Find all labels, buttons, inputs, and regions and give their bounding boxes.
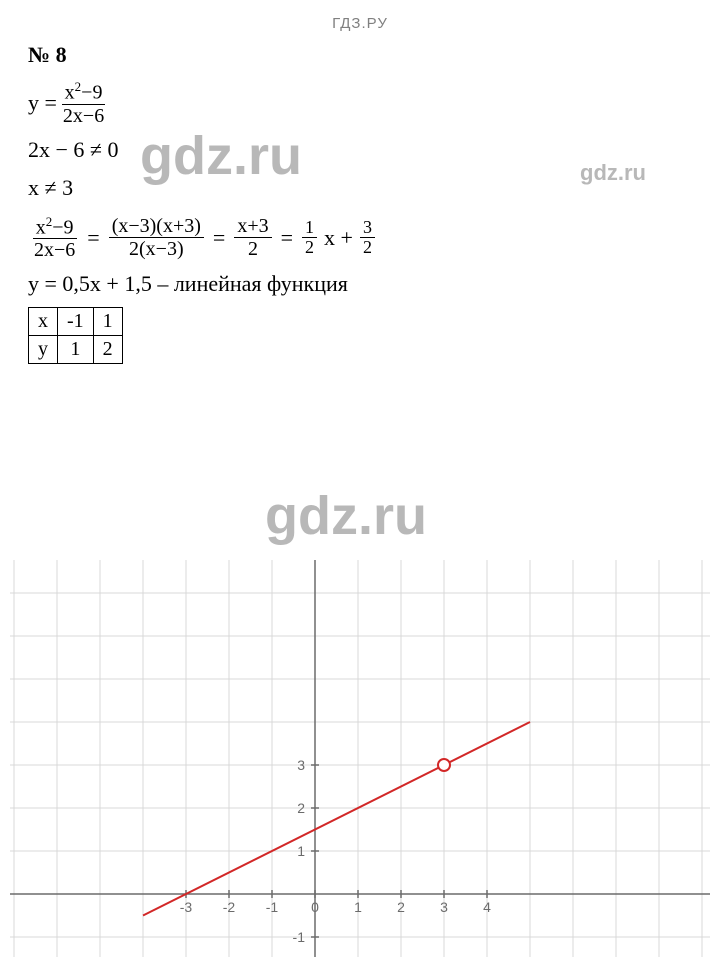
problem-number: № 8: [28, 42, 700, 68]
td-y2: 2: [93, 336, 122, 364]
eq4-f4b-num: 3: [360, 218, 375, 239]
eq4-f1-num-x: x: [36, 216, 46, 238]
svg-text:3: 3: [440, 899, 448, 915]
svg-text:4: 4: [483, 899, 491, 915]
table-row-x: x -1 1: [29, 308, 123, 336]
eq4-f4b: 3 2: [360, 218, 375, 259]
td-x1: -1: [58, 308, 94, 336]
eq4-f4b-den: 2: [360, 238, 375, 258]
solution-body: № 8 y = x2−9 2x−6 2x − 6 ≠ 0 x ≠ 3 x2−9 …: [0, 42, 720, 364]
th-y: y: [29, 336, 58, 364]
svg-text:1: 1: [354, 899, 362, 915]
equation-2: 2x − 6 ≠ 0: [28, 137, 700, 163]
equation-1: y = x2−9 2x−6: [28, 80, 700, 127]
eq4-f4a-den: 2: [302, 238, 317, 258]
eq1-den: 2x−6: [60, 105, 107, 127]
equation-4: x2−9 2x−6 = (x−3)(x+3) 2(x−3) = x+3 2 = …: [28, 215, 700, 262]
eq4-mid: x +: [324, 225, 353, 251]
eq-sign-3: =: [281, 225, 293, 251]
td-x2: 1: [93, 308, 122, 336]
site-header: ГДЗ.РУ: [0, 0, 720, 42]
svg-text:3: 3: [297, 757, 305, 773]
eq4-f2-den: 2(x−3): [126, 238, 187, 260]
svg-text:0: 0: [311, 899, 319, 915]
eq1-num-x: x: [65, 82, 75, 104]
eq4-f4a: 1 2: [302, 218, 317, 259]
svg-text:2: 2: [397, 899, 405, 915]
line-chart: -3 -2 -1 0 1 2 3 4 -1 1 2 3: [10, 560, 710, 957]
svg-text:-3: -3: [180, 899, 193, 915]
svg-text:-1: -1: [266, 899, 279, 915]
svg-text:-2: -2: [223, 899, 236, 915]
svg-text:-1: -1: [293, 929, 306, 945]
equation-3: x ≠ 3: [28, 175, 700, 201]
eq1-num-rest: −9: [81, 82, 102, 104]
eq4-f2-num: (x−3)(x+3): [109, 215, 204, 238]
equation-5: y = 0,5x + 1,5 – линейная функция: [28, 271, 700, 297]
eq1-fraction: x2−9 2x−6: [60, 80, 107, 127]
td-y1: 1: [58, 336, 94, 364]
eq-sign-2: =: [213, 225, 225, 251]
svg-text:1: 1: [297, 843, 305, 859]
eq4-f1: x2−9 2x−6: [31, 215, 78, 262]
eq4-f2: (x−3)(x+3) 2(x−3): [109, 215, 204, 260]
value-table: x -1 1 y 1 2: [28, 307, 123, 364]
eq4-f4a-num: 1: [302, 218, 317, 239]
eq4-f1-den: 2x−6: [31, 239, 78, 261]
table-row-y: y 1 2: [29, 336, 123, 364]
svg-text:2: 2: [297, 800, 305, 816]
eq4-f3: x+3 2: [234, 215, 271, 260]
watermark-large-2: gdz.ru: [265, 485, 427, 547]
eq4-f3-den: 2: [245, 238, 261, 260]
eq-sign-1: =: [87, 225, 99, 251]
th-x: x: [29, 308, 58, 336]
eq1-lhs: y =: [28, 90, 57, 116]
eq4-f3-num: x+3: [234, 215, 271, 238]
eq4-f1-num-rest: −9: [52, 216, 73, 238]
